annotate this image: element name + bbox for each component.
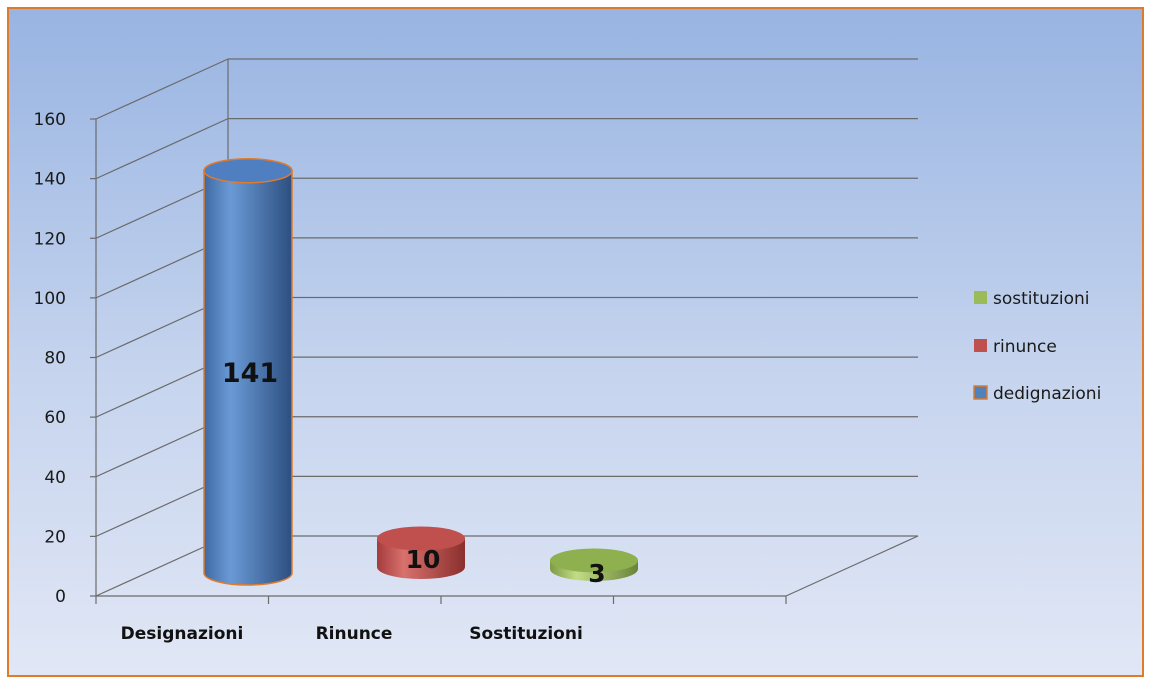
category-label: Designazioni xyxy=(121,624,244,644)
bar-body xyxy=(203,169,293,586)
bar-top xyxy=(550,548,638,573)
y-tick-label: 140 xyxy=(34,170,66,190)
data-label: 3 xyxy=(588,559,605,588)
bar-rinunce xyxy=(377,526,465,579)
y-tick-label: 100 xyxy=(34,289,66,309)
y-tick-label: 80 xyxy=(44,349,66,369)
data-label: 10 xyxy=(406,545,441,574)
category-label: Rinunce xyxy=(316,624,393,644)
legend-label: dedignazioni xyxy=(993,384,1101,404)
bar-designazioni xyxy=(203,157,293,586)
y-tick-label: 60 xyxy=(44,408,66,428)
gridline-side xyxy=(95,58,229,120)
legend-swatch xyxy=(973,385,988,400)
legend-swatch xyxy=(974,339,987,352)
legend-label: sostituzioni xyxy=(993,289,1090,309)
legend-item: rinunce xyxy=(974,337,1057,357)
bar-top xyxy=(203,157,293,184)
floor-right-edge xyxy=(785,535,919,597)
y-tick-label: 160 xyxy=(34,110,66,130)
bar-sostituzioni xyxy=(550,548,638,581)
legend-item: sostituzioni xyxy=(974,289,1090,309)
legend-label: rinunce xyxy=(993,337,1057,357)
legend-swatch xyxy=(974,291,987,304)
y-tick-label: 0 xyxy=(55,587,66,607)
gridline-side xyxy=(95,118,229,180)
data-label: 141 xyxy=(222,358,278,389)
y-tick-label: 20 xyxy=(44,527,66,547)
legend-item: dedignazioni xyxy=(973,384,1101,404)
bar-top xyxy=(377,526,465,551)
y-tick-label: 120 xyxy=(34,229,66,249)
y-tick-label: 40 xyxy=(44,468,66,488)
category-label: Sostituzioni xyxy=(469,624,583,644)
